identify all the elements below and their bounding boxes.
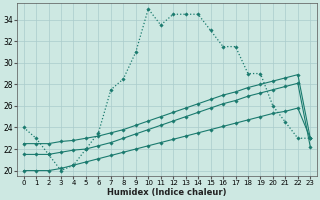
- X-axis label: Humidex (Indice chaleur): Humidex (Indice chaleur): [107, 188, 227, 197]
